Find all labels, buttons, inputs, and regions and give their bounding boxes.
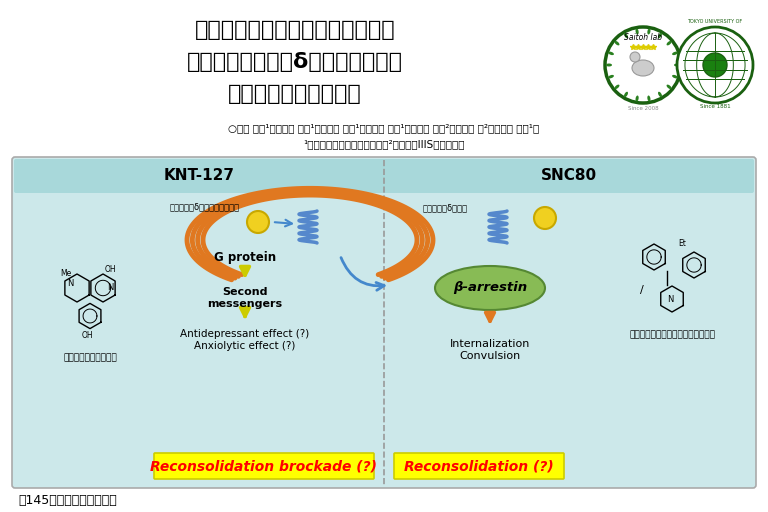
Circle shape [534, 207, 556, 229]
Text: オピオイドδ受容体アゴニスト: オピオイドδ受容体アゴニスト [170, 203, 240, 211]
Text: 選択的オピオイドδ受容体作動薬の: 選択的オピオイドδ受容体作動薬の [187, 52, 403, 72]
FancyBboxPatch shape [154, 453, 374, 479]
Text: OH: OH [105, 266, 117, 274]
Ellipse shape [667, 84, 671, 89]
Ellipse shape [608, 75, 614, 78]
FancyBboxPatch shape [14, 159, 754, 193]
Ellipse shape [672, 75, 678, 78]
Ellipse shape [658, 92, 662, 97]
Text: Antidepressant effect (?)
Anxiolytic effect (?): Antidepressant effect (?) Anxiolytic eff… [180, 329, 310, 351]
Text: KNT-127: KNT-127 [164, 167, 235, 182]
Text: /: / [640, 285, 644, 295]
Text: TOKYO UNIVERSITY OF: TOKYO UNIVERSITY OF [687, 19, 743, 24]
Ellipse shape [672, 52, 678, 55]
Circle shape [617, 39, 669, 91]
Ellipse shape [435, 266, 545, 310]
Ellipse shape [636, 29, 639, 34]
Text: Et: Et [678, 239, 686, 247]
Circle shape [703, 53, 727, 77]
Circle shape [630, 52, 640, 62]
Text: Reconsolidation (?): Reconsolidation (?) [404, 459, 554, 473]
Text: N: N [67, 280, 74, 288]
Ellipse shape [632, 60, 654, 76]
FancyBboxPatch shape [394, 453, 564, 479]
Text: G protein: G protein [214, 250, 276, 264]
Ellipse shape [667, 41, 671, 46]
Text: Reconsolidation brockade (?): Reconsolidation brockade (?) [151, 459, 378, 473]
Text: Since 1881: Since 1881 [700, 104, 730, 109]
Text: OH: OH [82, 331, 94, 339]
Ellipse shape [614, 84, 620, 89]
Circle shape [247, 211, 269, 233]
Ellipse shape [647, 29, 650, 34]
Ellipse shape [614, 41, 620, 46]
Text: ○白方 基揮¹）、山田 大輔¹）、河南 絢子¹）、柳澤 祥子¹）、飯尾 啓太²）、長瀬 博²）、斎藤 顕宜¹）: ○白方 基揮¹）、山田 大輔¹）、河南 絢子¹）、柳澤 祥子¹）、飯尾 啓太²）… [228, 123, 540, 133]
Text: β-arrestin: β-arrestin [453, 282, 527, 294]
FancyBboxPatch shape [12, 157, 756, 488]
Ellipse shape [606, 63, 612, 67]
Ellipse shape [624, 92, 628, 97]
Text: Since 2008: Since 2008 [627, 106, 658, 112]
Text: 第145回　薬理学関東部会: 第145回 薬理学関東部会 [18, 494, 117, 506]
Text: オピオイドδ受容体: オピオイドδ受容体 [422, 203, 468, 212]
Text: ¹東京理科大・院・薬・薬理、²筑波大・IIIS・創薬化学: ¹東京理科大・院・薬・薬理、²筑波大・IIIS・創薬化学 [303, 139, 465, 149]
Text: Internalization
Convulsion: Internalization Convulsion [450, 339, 530, 361]
Ellipse shape [636, 96, 639, 101]
Text: Saitoh lab: Saitoh lab [624, 32, 662, 41]
Ellipse shape [624, 33, 628, 38]
Text: （イソキノリン骨格）: （イソキノリン骨格） [63, 353, 117, 362]
Text: 文脈的恐怖条件づけ試験における: 文脈的恐怖条件づけ試験における [194, 20, 396, 40]
Circle shape [605, 27, 681, 103]
Text: （ベンズヒドリルピペラジン骨格）: （ベンズヒドリルピペラジン骨格） [629, 331, 715, 339]
Text: N: N [667, 294, 674, 304]
Ellipse shape [674, 63, 680, 67]
Text: N: N [107, 284, 114, 292]
Circle shape [677, 27, 753, 103]
Ellipse shape [647, 96, 650, 101]
Ellipse shape [608, 52, 614, 55]
Text: Second
messengers: Second messengers [207, 287, 283, 309]
Ellipse shape [658, 33, 662, 38]
Text: SNC80: SNC80 [541, 167, 597, 182]
Text: Me: Me [60, 269, 71, 279]
Text: 再固定化に対する影響: 再固定化に対する影響 [228, 84, 362, 104]
